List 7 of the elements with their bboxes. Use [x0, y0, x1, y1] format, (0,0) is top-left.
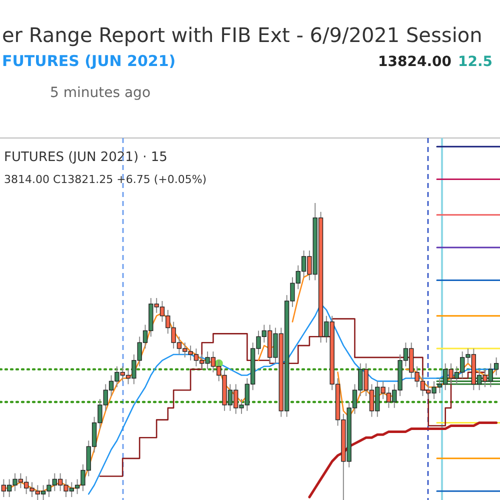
chart-subtitle: FUTURES (JUN 2021)	[2, 52, 176, 70]
chart-title: er Range Report with FIB Ext - 6/9/2021 Session	[2, 23, 482, 47]
text: 3814.00 C13821.25 +6.75 (+0.05%)	[4, 173, 207, 186]
text: FUTURES (JUN 2021) · 15	[4, 150, 168, 165]
text: 12.5	[458, 54, 493, 70]
text: 13824.00	[378, 54, 452, 70]
text: 5 minutes ago	[50, 85, 151, 101]
